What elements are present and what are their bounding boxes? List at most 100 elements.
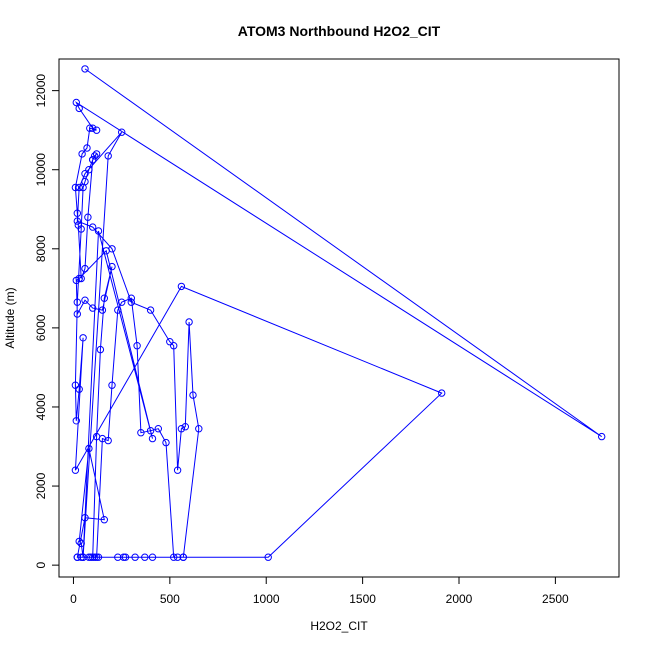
data-point [133,342,141,350]
series-layer [71,65,606,561]
data-point [81,296,89,304]
data-point [148,553,157,561]
data-point [137,429,145,437]
data-point [75,104,83,113]
data-point [81,514,89,522]
data-point [85,166,93,174]
data-point [98,306,107,314]
y-axis-label: Altitude (m) [3,287,17,348]
data-point [71,381,80,389]
series-line [74,68,602,558]
data-point [73,217,82,225]
data-point [75,183,83,192]
data-point [92,150,101,158]
data-point [92,126,101,134]
data-point [114,306,122,314]
data-point [75,274,83,283]
data-point [96,345,105,354]
data-point [598,432,606,441]
data-point [438,389,446,397]
data-point [83,144,91,152]
data-point [181,423,190,431]
data-point [170,342,178,350]
data-point [79,183,87,192]
data-point [189,391,197,399]
data-point [104,152,112,160]
plot-frame [58,58,620,578]
data-point [154,425,163,433]
data-point [264,553,272,561]
data-point [73,209,82,217]
data-point [170,553,178,561]
data-point [77,274,85,283]
data-point [94,227,103,235]
data-point [79,553,87,561]
data-point [78,150,86,158]
data-point [119,553,128,561]
data-point [89,156,97,164]
data-point [89,223,97,231]
data-point [81,65,89,73]
x-tick-label: 1000 [253,592,280,606]
x-tick-label: 0 [70,592,77,606]
data-point [177,282,186,291]
data-point [185,318,193,326]
data-point [77,553,85,561]
x-tick-label: 2500 [542,592,569,606]
data-point [173,466,182,474]
data-point [75,537,83,546]
data-point [177,425,186,433]
data-point [81,170,89,178]
data-point [179,553,188,561]
y-tick-label: 10000 [34,153,48,187]
data-point [114,553,122,561]
data-point [71,183,80,192]
data-point [85,444,93,453]
data-point [121,553,130,561]
data-point [146,306,155,314]
data-point [92,553,101,561]
data-point [146,427,155,435]
y-tick-label: 2000 [34,472,48,499]
data-point [127,294,136,302]
x-tick-label: 1500 [349,592,376,606]
data-point [118,128,126,136]
data-point [91,152,99,160]
data-point [75,385,83,393]
data-point [84,213,92,221]
y-tick-label: 12000 [34,74,48,108]
x-tick-label: 2000 [446,592,473,606]
chart-title: ATOM3 Northbound H2O2_CIT [238,23,441,39]
data-point [127,298,136,306]
data-point [100,516,109,524]
data-point [108,262,116,271]
data-point [72,98,81,107]
data-point [91,553,99,561]
data-point [81,264,89,273]
data-point [89,124,97,132]
data-point [141,553,149,561]
y-tick-label: 6000 [34,314,48,341]
data-point [71,466,80,474]
data-point [89,553,97,561]
data-point [173,553,182,561]
y-tick-label: 8000 [34,235,48,262]
data-point [100,294,109,302]
data-point [108,245,116,253]
data-point [87,553,95,561]
y-axis: 0 2000 4000 6000 8000 10000 12000 [34,74,60,568]
data-point [108,381,116,389]
data-point [148,434,157,443]
data-point [73,310,82,318]
data-point [73,298,82,306]
data-point [94,553,103,561]
x-axis: 0 500 1000 1500 2000 2500 [70,576,569,606]
data-point [86,124,94,132]
data-point [85,553,93,561]
data-point [77,225,85,233]
data-point [118,298,126,306]
data-point [89,304,97,312]
y-tick-label: 4000 [34,393,48,420]
data-point [131,553,139,561]
